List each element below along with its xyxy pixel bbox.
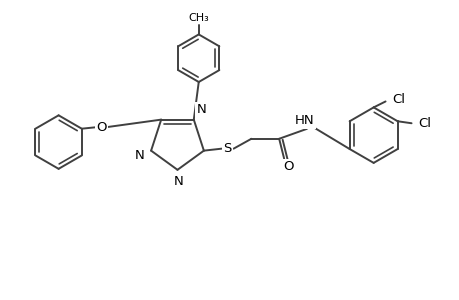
Text: HN: HN [295, 114, 314, 128]
Text: S: S [223, 142, 231, 155]
Text: O: O [282, 160, 293, 173]
Text: Cl: Cl [392, 93, 404, 106]
Text: N: N [196, 103, 206, 116]
Text: N: N [173, 175, 183, 188]
Text: N: N [134, 148, 144, 161]
Text: Cl: Cl [418, 117, 431, 130]
Text: O: O [96, 121, 106, 134]
Text: CH₃: CH₃ [188, 13, 209, 22]
